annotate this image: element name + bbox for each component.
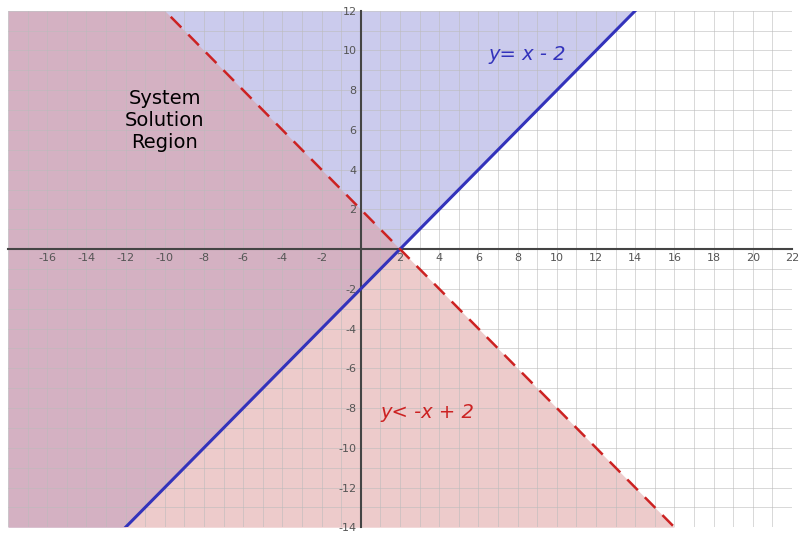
Text: System
Solution
Region: System Solution Region [125,89,205,152]
Text: y< -x + 2: y< -x + 2 [381,403,474,422]
Text: y= x - 2: y= x - 2 [488,45,566,65]
